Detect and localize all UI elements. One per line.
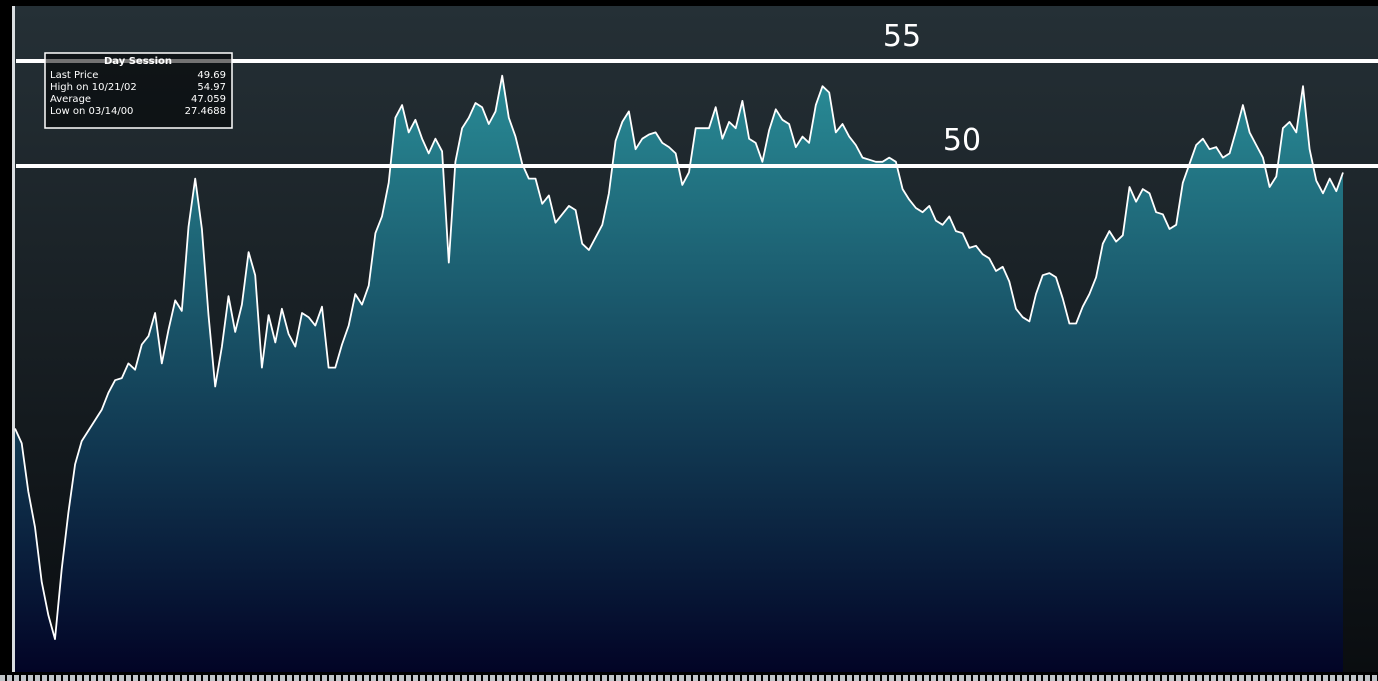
legend-value-last-price: 49.69 [197, 70, 226, 81]
legend-border [44, 52, 233, 129]
legend-title: Day Session [104, 56, 172, 67]
legend-label-high: High on 10/21/02 [50, 82, 137, 93]
reference-label-55: 55 [883, 19, 921, 54]
legend-label-average: Average [50, 94, 91, 105]
bottom-scroll-strip[interactable] [0, 675, 1378, 681]
price-area-fill [15, 75, 1343, 672]
legend-label-low: Low on 03/14/00 [50, 106, 133, 117]
price-series-line [14, 74, 1344, 640]
legend-value-high: 54.97 [197, 82, 226, 93]
legend-label-last-price: Last Price [50, 70, 98, 81]
legend-box: Day Session Last Price 49.69 High on 10/… [44, 52, 233, 129]
left-plot-border [12, 6, 15, 672]
reference-label-50: 50 [943, 123, 981, 158]
legend-value-low: 27.4688 [185, 106, 226, 117]
legend-value-average: 47.059 [191, 94, 226, 105]
